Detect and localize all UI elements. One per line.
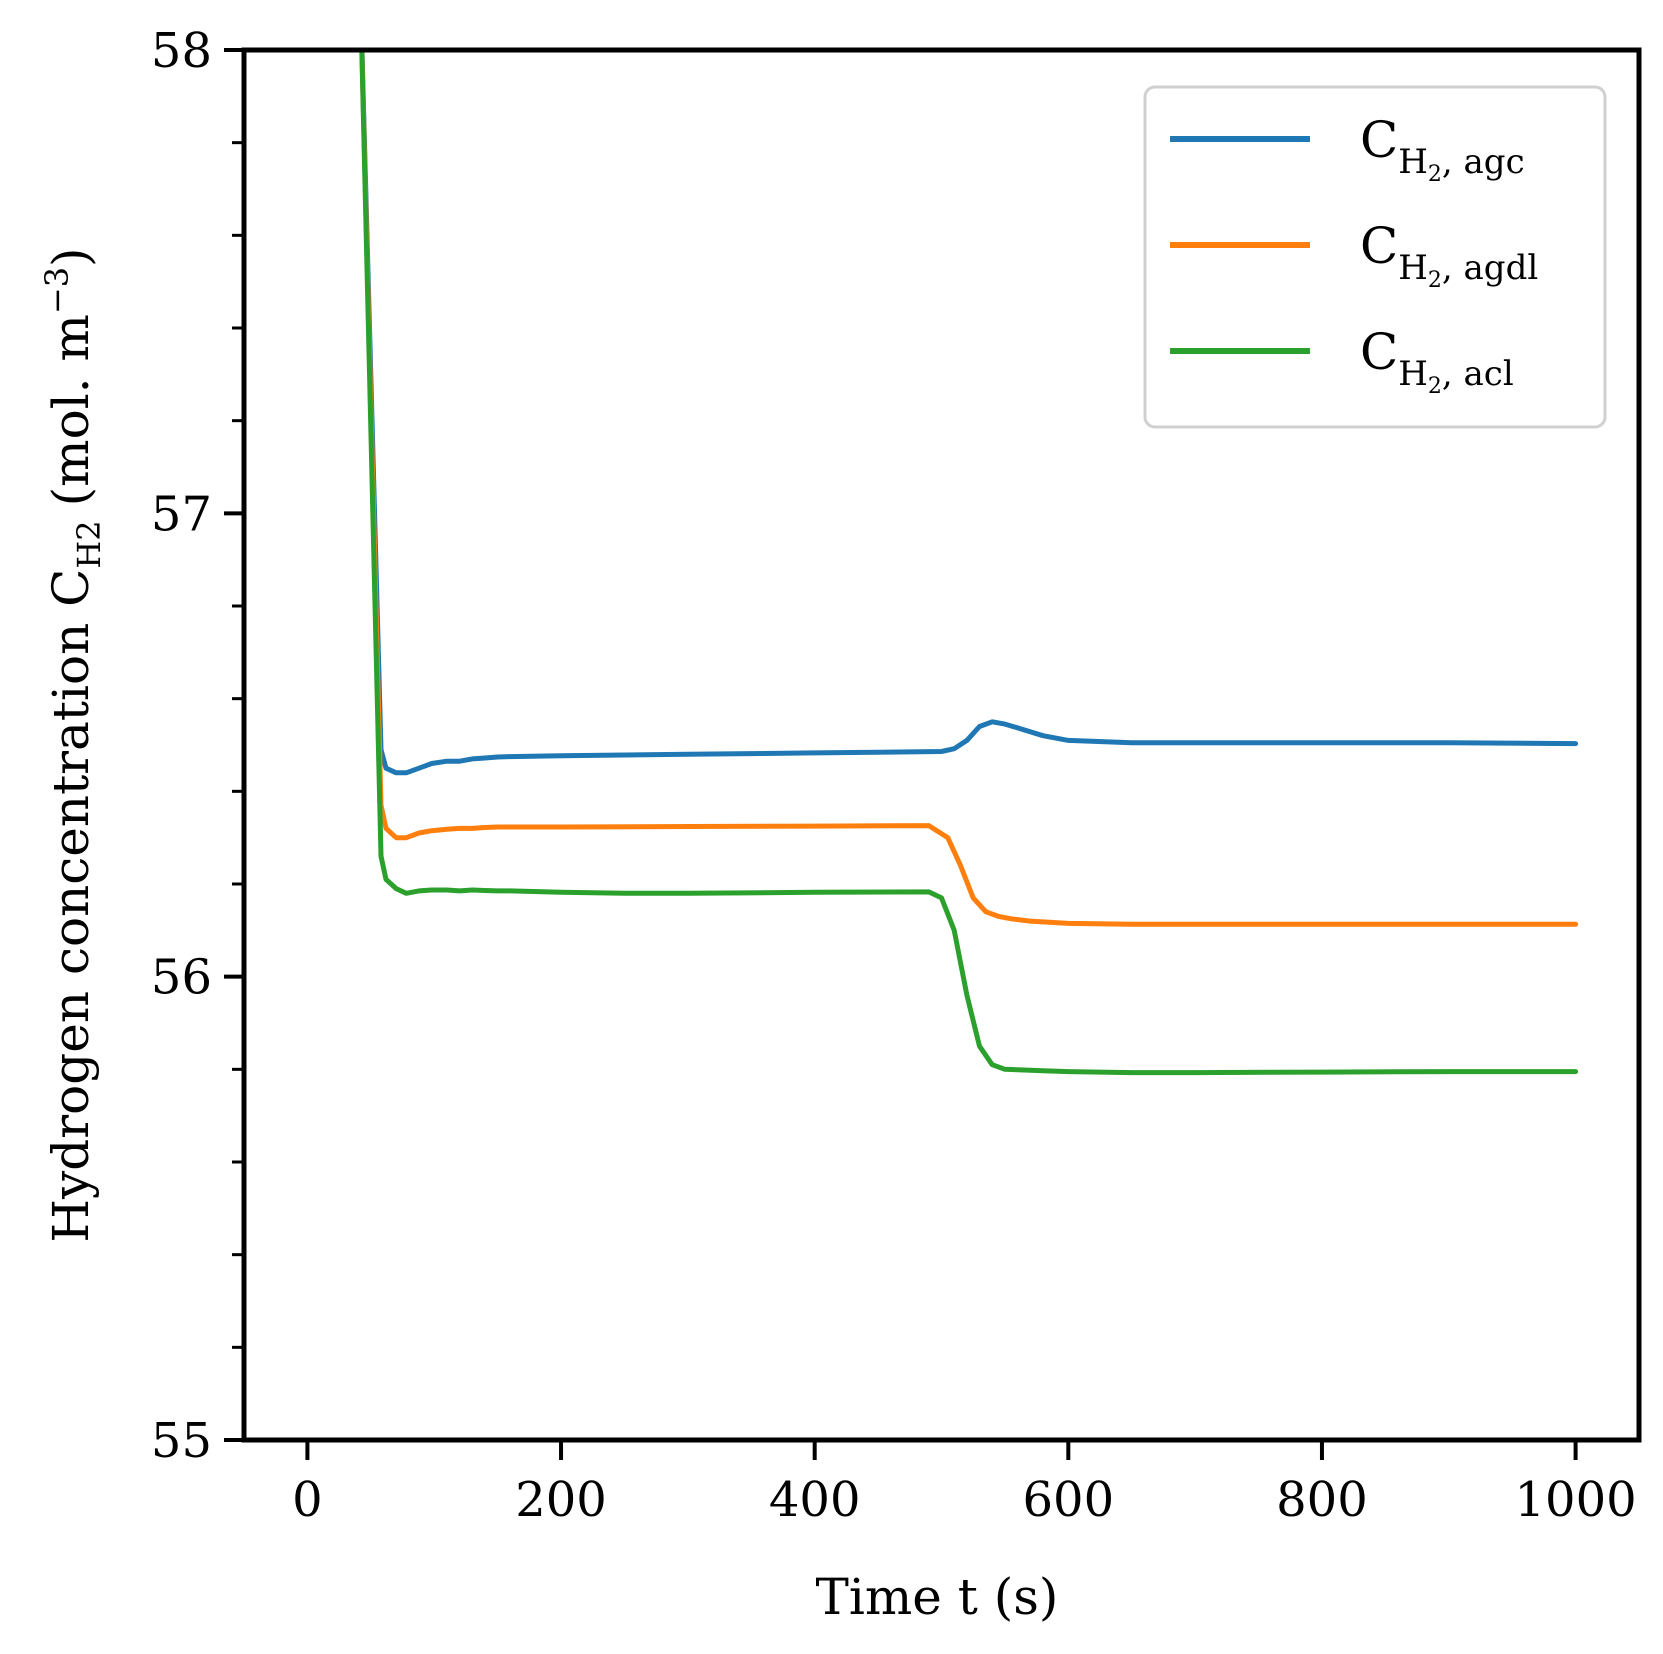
legend-label-3: CH2, acl xyxy=(1360,323,1514,399)
x-tick-label: 600 xyxy=(1023,1472,1115,1528)
legend-label-2: CH2, agdl xyxy=(1360,217,1538,293)
y-axis-label: Hydrogen concentration CH2 (mol. m−3) xyxy=(38,247,108,1242)
y-tick-label: 57 xyxy=(151,486,212,542)
legend-label-main: C xyxy=(1360,323,1398,381)
legend-label-suffix: , acl xyxy=(1442,354,1514,394)
series-line-2 xyxy=(359,50,1579,927)
x-axis-ticks: 0 200 400 600 800 1000 xyxy=(292,1440,1637,1528)
x-tick-label: 400 xyxy=(769,1472,861,1528)
x-tick-label: 800 xyxy=(1276,1472,1368,1528)
legend-label-suffix: , agdl xyxy=(1442,248,1538,288)
plot-frame xyxy=(241,47,1642,1443)
legend-label-sub2: 2 xyxy=(1428,374,1442,399)
y-tick-label: 55 xyxy=(151,1413,212,1469)
series-line-1 xyxy=(359,50,1579,776)
legend-label-main: C xyxy=(1360,111,1398,169)
legend-label-1: CH2, agc xyxy=(1360,111,1525,187)
legend-label-sub: H xyxy=(1398,248,1428,288)
y-axis-ticks: 55 56 57 58 xyxy=(151,23,244,1469)
legend-label-sub2: 2 xyxy=(1428,268,1442,293)
y-axis-label-unit-exp: −3 xyxy=(38,267,76,314)
legend-box xyxy=(1143,85,1607,429)
y-axis-label-unit: (mol. m xyxy=(42,314,100,506)
y-axis-label-sub: H2 xyxy=(70,520,108,568)
legend-label-sub: H xyxy=(1398,354,1428,394)
series-line-3 xyxy=(359,50,1579,1076)
x-tick-label: 0 xyxy=(292,1472,323,1528)
legend-label-suffix: , agc xyxy=(1442,142,1525,182)
x-tick-label: 1000 xyxy=(1515,1472,1637,1528)
series-layer xyxy=(359,50,1579,1076)
x-tick-label: 200 xyxy=(515,1472,607,1528)
legend-label-sub: H xyxy=(1398,142,1428,182)
x-axis-label: Time t (s) xyxy=(816,1568,1059,1626)
legend-label-sub2: 2 xyxy=(1428,162,1442,187)
y-tick-label: 56 xyxy=(151,950,212,1006)
y-axis-label-main: Hydrogen concentration C xyxy=(42,569,100,1243)
y-tick-label: 58 xyxy=(151,23,212,79)
legend-label-main: C xyxy=(1360,217,1398,275)
y-axis-label-unit-close: ) xyxy=(42,247,100,267)
